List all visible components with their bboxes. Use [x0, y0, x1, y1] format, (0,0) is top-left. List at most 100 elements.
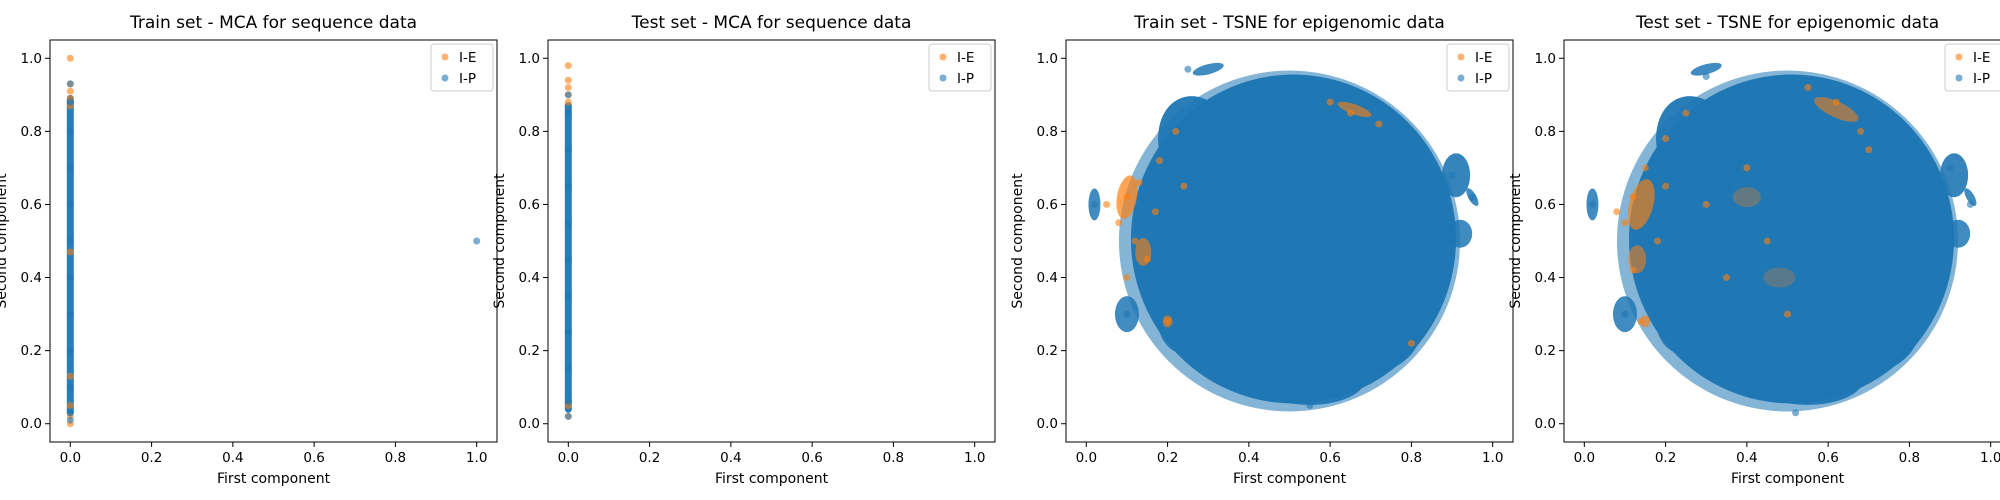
legend-label-i-e: I-E	[1475, 50, 1492, 66]
x-tick-label: 0.0	[1076, 450, 1097, 466]
y-tick-label: 0.0	[21, 416, 42, 432]
chart-panel-test-tsne: 0.0 0.2 0.4 0.6 0.8 1.0 0.0 0.2 0.4 0.6 0.8 1.0 Te…	[1508, 13, 2000, 487]
y-tick-label: 0.2	[519, 343, 540, 359]
y-tick-label: 0.4	[519, 270, 540, 286]
density-cloud	[66, 94, 74, 417]
legend-label-i-e: I-E	[459, 50, 476, 66]
data-point-i-p	[1468, 193, 1476, 201]
legend-marker-i-e	[1457, 53, 1465, 61]
ie-cluster	[1732, 187, 1761, 208]
data-points	[1588, 73, 1974, 417]
y-tick-label: 1.0	[1037, 51, 1058, 67]
x-tick-label: 0.6	[1817, 450, 1838, 466]
data-point-i-p	[1090, 200, 1098, 208]
x-tick-label: 1.0	[964, 450, 985, 466]
data-point-i-p	[1723, 127, 1731, 135]
data-point-i-e	[1131, 237, 1139, 245]
data-point-i-e	[1641, 164, 1649, 172]
legend-marker-i-p	[939, 74, 947, 82]
data-point-i-e	[564, 98, 572, 106]
data-point-i-e	[1702, 200, 1710, 208]
y-tick-label: 0.4	[21, 270, 42, 286]
data-point-i-e	[1865, 146, 1873, 154]
data-point-i-p	[564, 109, 572, 117]
x-axis-ticks: 0.0 0.2 0.4 0.6 0.8 1.0	[1076, 442, 1503, 466]
data-point-i-e	[1135, 179, 1143, 187]
y-tick-label: 0.4	[1535, 270, 1556, 286]
data-point-i-p	[1326, 91, 1334, 99]
data-point-i-p	[564, 328, 572, 336]
data-point-i-p	[1702, 73, 1710, 81]
cloud-lobe	[1656, 96, 1741, 204]
x-tick-label: 0.0	[1574, 450, 1595, 466]
data-point-i-e	[1143, 255, 1151, 263]
data-point-i-p	[564, 365, 572, 373]
y-axis-label: Second component	[492, 173, 508, 309]
x-tick-label: 0.6	[801, 450, 822, 466]
chart-panel-test-mca: 0.0 0.2 0.4 0.6 0.8 1.0 0.0 0.2 0.4 0.6 0.8 1.0 Te…	[492, 13, 996, 487]
axes-frame	[1065, 39, 1514, 443]
data-point-i-e	[1346, 109, 1354, 117]
y-axis-label: Second component	[0, 173, 10, 309]
data-point-i-p	[1184, 310, 1192, 318]
plot-area	[1088, 62, 1479, 412]
cloud-island	[1192, 62, 1224, 76]
data-point-i-p	[564, 412, 572, 420]
data-point-i-e	[564, 76, 572, 84]
x-tick-label: 0.0	[60, 450, 81, 466]
legend-label-i-p: I-P	[459, 71, 476, 87]
data-point-i-p	[66, 383, 74, 391]
data-point-i-e	[1723, 274, 1731, 282]
data-point-i-p	[564, 398, 572, 406]
x-tick-label: 0.4	[222, 450, 243, 466]
data-point-i-e	[66, 248, 74, 256]
data-point-i-p	[1123, 310, 1131, 318]
data-point-i-e	[1682, 109, 1690, 117]
x-tick-label: 0.6	[1319, 450, 1340, 466]
cloud-island	[1964, 188, 1977, 207]
cloud-lobe	[1333, 271, 1425, 372]
data-point-i-p	[66, 164, 74, 172]
data-point-i-p	[1184, 65, 1192, 73]
density-cloud	[1586, 62, 1977, 412]
chart-panel-train-tsne: 0.0 0.2 0.4 0.6 0.8 1.0 0.0 0.2 0.4 0.6 0.8 1.0 Tr…	[1010, 13, 1514, 487]
data-point-i-p	[66, 416, 74, 424]
data-point-i-e	[1662, 182, 1670, 190]
data-point-i-p	[473, 237, 481, 245]
data-point-i-p	[1946, 164, 1954, 172]
cloud-island	[1946, 219, 1971, 248]
data-point-i-p	[66, 80, 74, 88]
data-point-i-e	[1637, 317, 1645, 325]
legend-label-i-e: I-E	[1973, 50, 1990, 66]
data-point-i-p	[564, 219, 572, 227]
y-tick-label: 0.6	[1535, 197, 1556, 213]
x-axis-ticks: 0.0 0.2 0.4 0.6 0.8 1.0	[558, 442, 985, 466]
plot-area	[66, 54, 481, 428]
density-cloud	[1088, 62, 1479, 412]
data-point-i-e	[1784, 310, 1791, 318]
data-point-i-e	[1832, 98, 1840, 106]
data-point-i-p	[1784, 219, 1791, 227]
x-axis-label: First component	[217, 471, 331, 487]
data-point-i-p	[1966, 200, 1974, 208]
data-point-i-p	[1824, 91, 1832, 99]
y-tick-label: 0.8	[1535, 124, 1556, 140]
data-point-i-e	[1621, 219, 1629, 227]
y-tick-label: 0.8	[1037, 124, 1058, 140]
data-point-i-p	[564, 182, 572, 190]
data-point-i-e	[1613, 208, 1621, 216]
data-point-i-p	[564, 255, 572, 263]
x-tick-label: 0.0	[558, 450, 579, 466]
data-point-i-e	[564, 84, 572, 92]
data-point-i-p	[1428, 274, 1436, 282]
x-tick-label: 0.6	[303, 450, 324, 466]
x-tick-label: 0.8	[385, 450, 406, 466]
cloud-lobe	[1254, 354, 1365, 405]
data-point-i-e	[1407, 339, 1415, 347]
cloud-island	[1940, 153, 1969, 198]
y-tick-label: 0.0	[1535, 416, 1556, 432]
data-point-i-p	[1743, 347, 1751, 355]
legend-marker-i-p	[441, 74, 449, 82]
data-point-i-e	[1326, 98, 1334, 106]
